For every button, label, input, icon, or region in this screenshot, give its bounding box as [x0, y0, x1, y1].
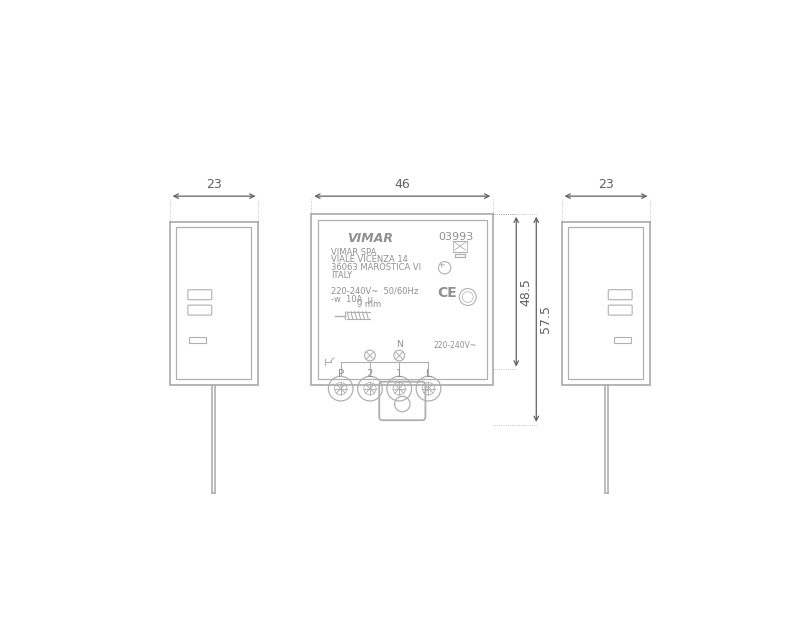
- Text: 48.5: 48.5: [519, 278, 532, 305]
- Text: 9 mm: 9 mm: [357, 300, 382, 309]
- Text: -w  10A  μ: -w 10A μ: [331, 294, 374, 304]
- Text: 220-240V~  50/60Hz: 220-240V~ 50/60Hz: [331, 286, 418, 295]
- Text: P: P: [338, 369, 344, 379]
- Text: 57.5: 57.5: [539, 305, 552, 333]
- Text: N: N: [396, 340, 402, 349]
- Text: 1: 1: [396, 369, 402, 379]
- Text: 220-240V~: 220-240V~: [433, 341, 476, 350]
- Text: 36063 MAROSTICA VI: 36063 MAROSTICA VI: [331, 263, 422, 272]
- Text: ITALY: ITALY: [331, 271, 353, 280]
- Text: 23: 23: [598, 178, 614, 191]
- Text: 23: 23: [206, 178, 222, 191]
- Text: VIMAR: VIMAR: [347, 232, 393, 245]
- Text: 46: 46: [394, 178, 410, 191]
- Text: CE: CE: [437, 286, 457, 300]
- Text: 2: 2: [366, 369, 374, 379]
- Text: 03993: 03993: [438, 232, 473, 243]
- Text: VIMAR SPA: VIMAR SPA: [331, 248, 377, 257]
- Text: VIALE VICENZA 14: VIALE VICENZA 14: [331, 255, 408, 264]
- Text: L: L: [426, 369, 431, 379]
